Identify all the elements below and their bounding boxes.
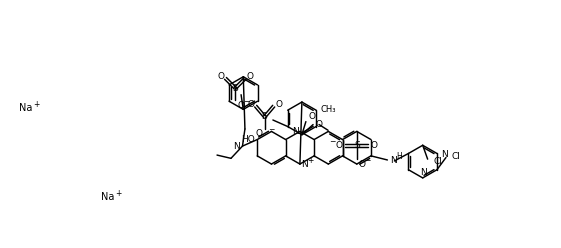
Text: Na: Na xyxy=(101,192,114,202)
Text: O: O xyxy=(359,160,366,169)
Text: Cl: Cl xyxy=(452,152,461,161)
Text: −: − xyxy=(268,125,274,134)
Text: N: N xyxy=(390,156,397,165)
Text: O: O xyxy=(256,129,263,138)
Text: H: H xyxy=(397,152,402,160)
Text: Na: Na xyxy=(19,103,33,113)
Text: N: N xyxy=(292,127,299,136)
Text: −: − xyxy=(243,97,250,106)
Text: O: O xyxy=(336,141,343,150)
Text: O: O xyxy=(247,100,254,109)
Text: N: N xyxy=(301,159,307,169)
Text: O: O xyxy=(247,72,254,81)
Text: N: N xyxy=(233,142,240,151)
Text: +: + xyxy=(33,100,40,109)
Text: N: N xyxy=(441,150,448,159)
Text: N: N xyxy=(420,168,427,177)
Text: −: − xyxy=(329,137,335,146)
Text: CH₃: CH₃ xyxy=(321,105,336,114)
Text: O: O xyxy=(315,120,322,129)
Text: HO: HO xyxy=(241,135,255,144)
Text: S: S xyxy=(262,112,268,121)
Text: O: O xyxy=(237,101,245,110)
Text: O: O xyxy=(217,72,224,81)
Text: −: − xyxy=(364,156,370,165)
Text: Cl: Cl xyxy=(434,157,443,166)
Text: S: S xyxy=(354,141,360,150)
Text: +: + xyxy=(115,189,121,198)
Text: S: S xyxy=(232,84,238,93)
Text: O: O xyxy=(275,100,282,109)
Text: O: O xyxy=(371,141,378,150)
Text: O: O xyxy=(309,112,316,121)
Text: +: + xyxy=(307,156,314,165)
